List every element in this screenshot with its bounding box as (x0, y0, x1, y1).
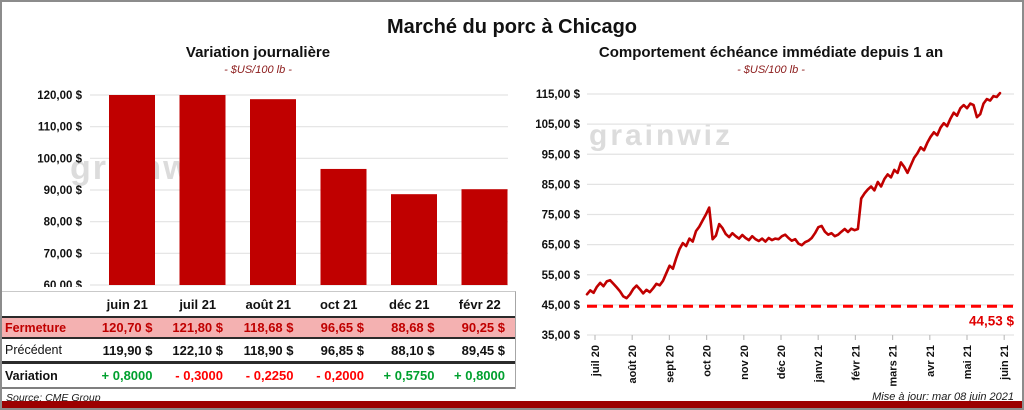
table-row-close: Fermeture 120,70 $ 121,80 $ 118,68 $ 96,65 $… (2, 316, 515, 339)
bar (250, 99, 296, 286)
bar-chart-subtitle: - $US/100 lb - (224, 64, 292, 76)
cell-value: 118,90 $ (243, 342, 294, 358)
column-header: févr 22 (458, 296, 501, 312)
price-table: juin 21 juil 21 août 21 oct 21 déc 21 févr 22… (2, 291, 516, 389)
cell-value: - 0,2000 (316, 368, 364, 383)
cell-value: - 0,3000 (175, 368, 223, 383)
column-header: juin 21 (106, 296, 148, 312)
y-tick-label: 55,00 $ (542, 270, 581, 282)
cell-value: 88,10 $ (391, 342, 435, 358)
cell-value: 118,68 $ (243, 320, 294, 335)
x-tick-label: août 20 (627, 345, 639, 384)
row-label: Variation (5, 368, 58, 383)
bar (179, 95, 226, 285)
x-tick-label: déc 20 (776, 345, 788, 379)
cell-value: 96,65 $ (320, 320, 364, 335)
y-tick-label: 85,00 $ (542, 179, 581, 191)
cell-value: 121,80 $ (172, 320, 223, 335)
cell-value: 96,85 $ (320, 342, 364, 358)
cell-value: 88,68 $ (391, 320, 435, 335)
y-tick-label: 110,00 $ (38, 122, 83, 134)
y-tick-label: 70,00 $ (44, 248, 83, 260)
y-tick-label: 80,00 $ (44, 217, 83, 229)
y-tick-label: 60,00 $ (44, 280, 83, 287)
cell-value: + 0,8000 (101, 368, 153, 383)
y-tick-label: 105,00 $ (535, 119, 580, 131)
table-row-var: Variation + 0,8000 - 0,3000 - 0,2250 - 0,200… (2, 364, 515, 389)
x-tick-label: févr 21 (850, 345, 862, 380)
cell-value: 120,70 $ (101, 320, 153, 335)
cell-value: 89,45 $ (461, 342, 505, 358)
x-tick-label: janv 21 (813, 345, 825, 383)
y-tick-label: 45,00 $ (542, 300, 581, 312)
cell-value: 119,90 $ (102, 342, 153, 358)
x-tick-label: nov 20 (739, 345, 751, 380)
y-tick-label: 75,00 $ (542, 210, 581, 222)
column-header: août 21 (245, 296, 291, 312)
x-tick-label: oct 20 (702, 345, 714, 377)
footer-strip (2, 401, 1022, 408)
x-tick-label: juil 20 (590, 345, 602, 377)
x-tick-label: juin 21 (999, 345, 1011, 381)
y-tick-label: 120,00 $ (37, 90, 82, 102)
table-header-row: juin 21 juil 21 août 21 oct 21 déc 21 févr 22 (2, 292, 515, 316)
column-header: déc 21 (389, 296, 430, 312)
cell-value: 90,25 $ (461, 320, 505, 335)
y-tick-label: 90,00 $ (44, 185, 83, 197)
row-label: Fermeture (5, 320, 67, 335)
cell-value: + 0,5750 (383, 368, 435, 383)
x-tick-label: avr 21 (925, 345, 937, 377)
x-tick-label: mai 21 (962, 345, 974, 379)
line-chart-subtitle: - $US/100 lb - (737, 64, 805, 76)
cell-value: - 0,2250 (245, 368, 294, 383)
y-tick-label: 100,00 $ (37, 153, 82, 165)
table-row-prev: Précédent 119,90 $ 122,10 $ 118,90 $ 96,85 $… (2, 339, 515, 364)
bar (320, 168, 367, 285)
bar (391, 194, 437, 285)
y-tick-label: 95,00 $ (542, 149, 581, 161)
bar (109, 95, 155, 285)
line-chart-title: Comportement échéance immédiate depuis 1… (598, 44, 944, 61)
y-tick-label: 115,00 $ (536, 89, 581, 101)
y-tick-label: 35,00 $ (542, 330, 581, 342)
bar-chart-title: Variation journalière (185, 44, 331, 61)
y-tick-label: 65,00 $ (542, 240, 581, 252)
column-header: oct 21 (319, 296, 358, 312)
x-tick-label: sept 20 (664, 345, 676, 383)
cell-value: + 0,8000 (454, 368, 505, 383)
reference-label: 44,53 $ (969, 313, 1015, 328)
bar (461, 189, 508, 285)
cell-value: 122,10 $ (172, 342, 223, 358)
x-tick-label: mars 21 (888, 345, 900, 387)
price-line (585, 91, 1002, 300)
bar-chart: grainwiz120,00 $110,00 $100,00 $90,00 $8… (37, 90, 508, 287)
page-title: Marché du porc à Chicago (386, 16, 638, 38)
row-label: Précédent (5, 343, 62, 357)
column-header: juil 21 (179, 296, 217, 312)
update-note: Mise à jour: mar 08 juin 2021 (872, 391, 1014, 403)
